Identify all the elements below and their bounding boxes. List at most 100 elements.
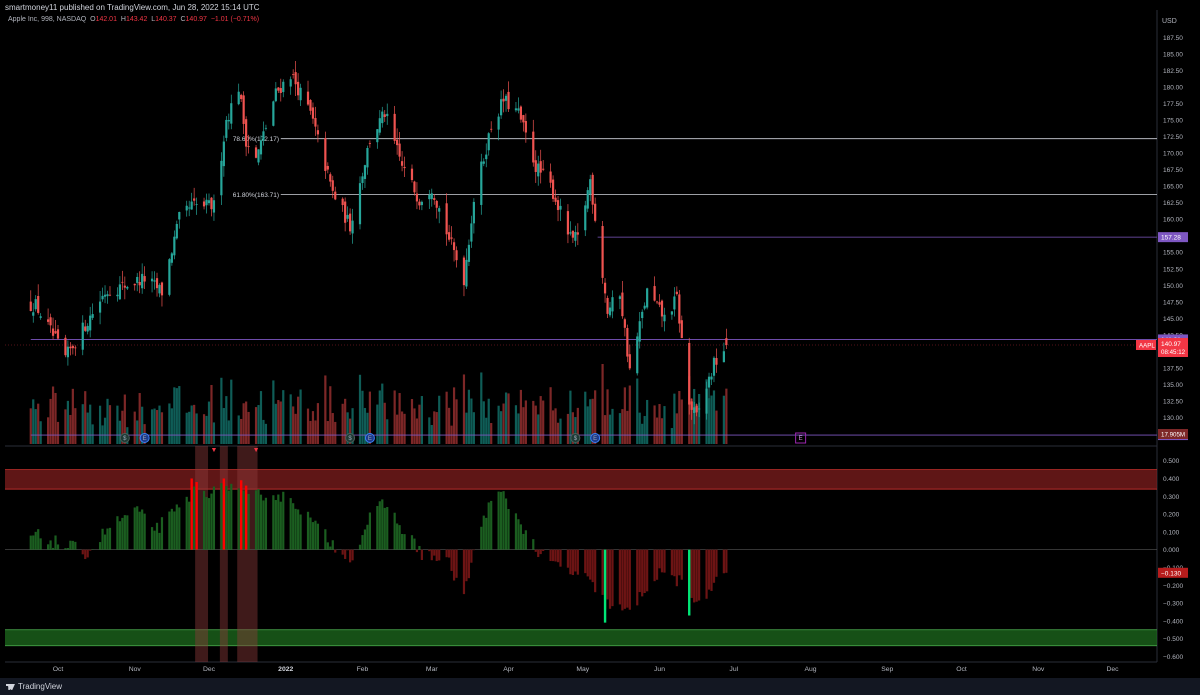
candle-body bbox=[185, 205, 188, 211]
candle-body bbox=[710, 376, 713, 380]
price-axis-tick: 162.50 bbox=[1163, 200, 1183, 207]
osc-bar bbox=[571, 549, 574, 576]
volume-bar bbox=[311, 411, 315, 444]
volume-bar bbox=[554, 408, 557, 444]
osc-bar bbox=[136, 506, 139, 550]
candle-body bbox=[247, 146, 250, 148]
osc-bar bbox=[549, 549, 552, 562]
osc-bar bbox=[507, 509, 510, 550]
osc-highlight-column bbox=[237, 446, 258, 662]
osc-bar bbox=[133, 507, 136, 550]
volume-bar bbox=[51, 386, 55, 444]
osc-bar bbox=[626, 549, 629, 608]
volume-bar bbox=[230, 379, 233, 444]
price-axis-tick: 172.50 bbox=[1163, 134, 1183, 141]
volume-bar bbox=[190, 405, 193, 444]
osc-bar bbox=[118, 521, 121, 550]
osc-bar bbox=[675, 549, 678, 587]
osc-bar bbox=[294, 508, 297, 550]
osc-bar bbox=[722, 549, 725, 574]
volume-bar bbox=[628, 385, 631, 444]
volume-bar bbox=[121, 410, 124, 444]
osc-bar bbox=[710, 549, 713, 591]
volume-bar bbox=[222, 408, 225, 444]
time-axis-tick: Dec bbox=[203, 666, 216, 673]
volume-bar bbox=[673, 393, 676, 444]
candle-body bbox=[628, 354, 631, 369]
osc-bar bbox=[584, 549, 587, 574]
osc-bar bbox=[551, 549, 555, 562]
candle-body bbox=[205, 199, 208, 206]
volume-bar bbox=[316, 403, 320, 444]
volume-bar bbox=[603, 415, 607, 444]
candle-body bbox=[46, 319, 50, 322]
osc-bar bbox=[237, 488, 240, 550]
volume-bar bbox=[396, 414, 399, 444]
volume-bar bbox=[71, 388, 74, 444]
volume-bar bbox=[482, 401, 485, 444]
volume-bar bbox=[594, 390, 597, 444]
osc-bar bbox=[366, 524, 369, 550]
price-chart[interactable]: 78.60%(172.17)61.80%(163.71)$E$E$EE127.5… bbox=[0, 0, 1200, 678]
osc-bar bbox=[309, 517, 312, 550]
candle-body bbox=[472, 201, 475, 224]
candle-body bbox=[138, 281, 141, 286]
osc-bar bbox=[326, 542, 329, 550]
candle-body bbox=[123, 285, 126, 288]
osc-bar bbox=[673, 549, 676, 577]
candle-body bbox=[698, 408, 701, 410]
volume-bar bbox=[39, 421, 42, 444]
candle-body bbox=[222, 141, 225, 167]
osc-bar bbox=[435, 549, 438, 561]
volume-bar bbox=[46, 417, 50, 444]
candle-body bbox=[237, 91, 240, 105]
volume-bar bbox=[462, 374, 466, 444]
event-marker-glyph: E bbox=[799, 436, 803, 442]
osc-bar bbox=[292, 503, 295, 550]
earnings-marker bbox=[590, 433, 601, 443]
candle-body bbox=[212, 200, 216, 213]
candle-body bbox=[89, 315, 92, 331]
candle-body bbox=[274, 88, 277, 102]
volume-bar bbox=[517, 413, 520, 444]
candle-body bbox=[551, 179, 555, 199]
osc-bar bbox=[230, 483, 233, 550]
volume-bar bbox=[351, 408, 354, 444]
osc-bar bbox=[623, 549, 626, 609]
osc-bar bbox=[51, 547, 55, 550]
osc-axis-tick: 0.100 bbox=[1163, 529, 1180, 536]
candle-body bbox=[259, 140, 263, 155]
candle-body bbox=[725, 338, 728, 346]
volume-bar bbox=[178, 386, 181, 444]
osc-bar bbox=[420, 549, 423, 560]
volume-tag-text: 17.905M bbox=[1161, 432, 1185, 439]
osc-bar bbox=[517, 519, 520, 550]
osc-bar bbox=[680, 549, 683, 580]
volume-bar bbox=[589, 399, 592, 444]
osc-axis-tick: −0.200 bbox=[1163, 583, 1183, 590]
volume-bar bbox=[415, 418, 419, 444]
candle-body bbox=[450, 237, 453, 239]
osc-bar bbox=[37, 529, 40, 550]
volume-bar bbox=[247, 411, 250, 444]
volume-bar bbox=[584, 391, 587, 444]
candle-body bbox=[663, 314, 666, 322]
osc-bar bbox=[519, 524, 523, 550]
osc-axis-tick: 0.400 bbox=[1163, 476, 1180, 483]
candle-body bbox=[688, 342, 691, 405]
time-axis-tick: Jun bbox=[654, 666, 665, 673]
osc-bar bbox=[188, 501, 191, 550]
osc-bar bbox=[611, 549, 614, 607]
publisher-line: smartmoney11 published on TradingView.co… bbox=[5, 3, 260, 12]
tradingview-logo[interactable]: TradingView bbox=[6, 682, 62, 691]
candle-body bbox=[398, 143, 401, 157]
osc-bar bbox=[532, 539, 535, 550]
candle-body bbox=[638, 321, 641, 342]
candle-body bbox=[487, 133, 490, 151]
volume-bar bbox=[331, 413, 334, 444]
last-price-value: 140.97 bbox=[1161, 341, 1181, 348]
volume-bar bbox=[29, 408, 32, 444]
osc-bar bbox=[207, 498, 211, 550]
candle-body bbox=[591, 174, 594, 205]
candle-body bbox=[554, 197, 557, 202]
